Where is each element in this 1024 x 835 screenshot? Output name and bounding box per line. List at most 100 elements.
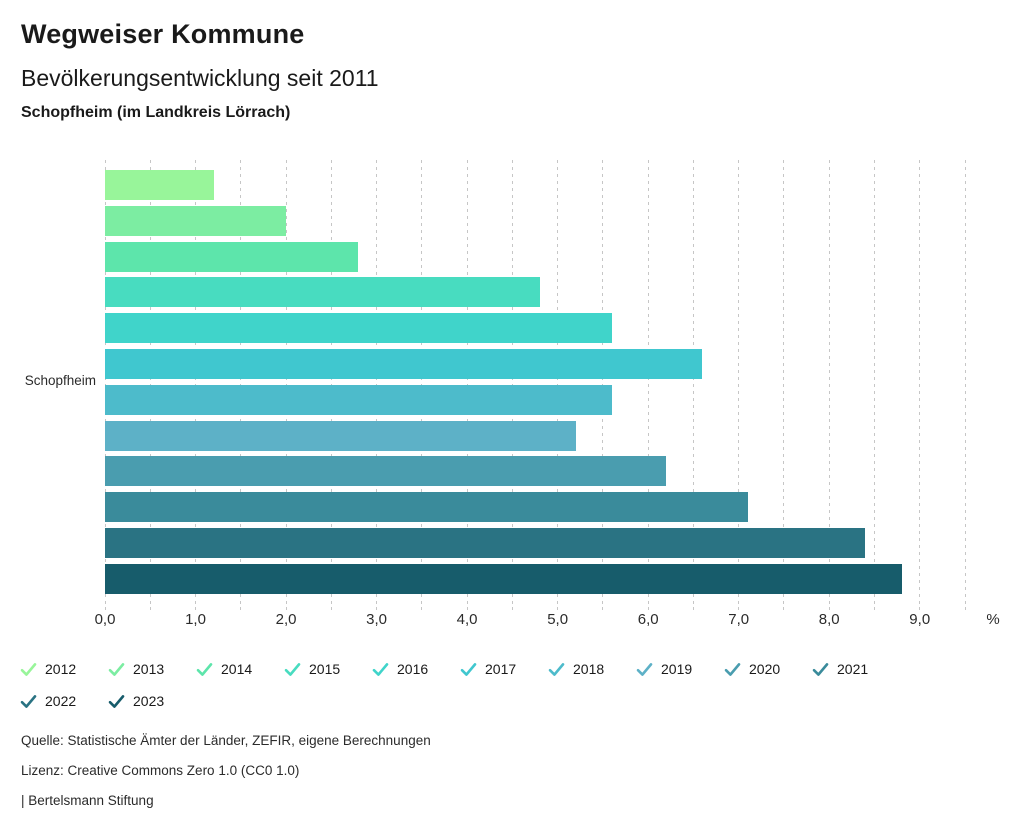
x-axis-tick <box>873 601 875 610</box>
x-axis-tick <box>511 601 513 610</box>
axis-unit-label: % <box>986 611 1000 628</box>
check-icon <box>812 662 829 677</box>
category-axis-label: Schopfheim <box>24 373 96 388</box>
x-axis-tick <box>692 601 694 610</box>
x-axis-tick <box>330 601 332 610</box>
legend-item-2019[interactable]: 2019 <box>636 653 724 685</box>
check-icon <box>724 662 741 677</box>
bar-2022[interactable] <box>105 528 866 558</box>
x-axis-tick <box>466 601 468 610</box>
legend-year-label: 2022 <box>45 693 77 709</box>
bar-2016[interactable] <box>105 313 612 344</box>
x-tick-label: 8,0 <box>818 611 840 628</box>
gridline <box>421 160 423 600</box>
check-icon <box>636 662 653 677</box>
gridline <box>195 160 197 600</box>
bar-2015[interactable] <box>105 277 540 308</box>
gridline <box>330 160 332 600</box>
legend-item-2012[interactable]: 2012 <box>20 653 108 685</box>
x-axis-tick <box>240 601 242 610</box>
gridline <box>964 160 966 600</box>
x-tick-label: 4,0 <box>456 611 478 628</box>
check-icon <box>108 694 125 709</box>
bar-2014[interactable] <box>105 241 359 272</box>
x-tick-label: 3,0 <box>366 611 388 628</box>
gridline <box>738 160 740 600</box>
bar-chart-plot-area <box>104 160 966 600</box>
gridline <box>873 160 875 600</box>
check-icon <box>548 662 565 677</box>
check-icon <box>20 662 37 677</box>
x-tick-label: 9,0 <box>909 611 931 628</box>
legend-year-label: 2013 <box>133 661 165 677</box>
legend-item-2023[interactable]: 2023 <box>108 685 196 717</box>
bar-2017[interactable] <box>105 349 703 379</box>
gridline <box>919 160 921 600</box>
region-title: Schopfheim (im Landkreis Lörrach) <box>21 104 291 121</box>
x-tick-label: 1,0 <box>185 611 206 628</box>
x-tick-label: 6,0 <box>637 611 659 628</box>
chart-title: Bevölkerungsentwicklung seit 2011 <box>21 65 379 91</box>
x-axis-tick <box>421 601 423 610</box>
bar-2012[interactable] <box>105 170 214 200</box>
legend-item-2016[interactable]: 2016 <box>372 653 460 685</box>
x-axis-tick <box>647 601 649 610</box>
legend-year-label: 2016 <box>397 661 429 677</box>
gridline <box>647 160 649 600</box>
gridline <box>466 160 468 600</box>
legend-item-2018[interactable]: 2018 <box>548 653 636 685</box>
legend-year-label: 2018 <box>573 661 605 677</box>
x-axis-tick <box>828 601 830 610</box>
app-title: Wegweiser Kommune <box>21 19 305 49</box>
x-axis: 0,0 1,0 2,0 3,0 4,0 5,0 6,0 7,0 8,0 9,0% <box>95 600 1024 636</box>
bar-2019[interactable] <box>105 420 576 451</box>
check-icon <box>196 662 213 677</box>
x-axis-tick <box>195 601 197 610</box>
gridline <box>783 160 785 600</box>
x-axis-tick <box>104 601 106 610</box>
check-icon <box>460 662 477 677</box>
x-axis-tick <box>783 601 785 610</box>
source-note: Quelle: Statistische Ämter der Länder, Z… <box>21 733 431 748</box>
x-axis-tick <box>285 601 287 610</box>
x-tick-label: 2,0 <box>275 611 297 628</box>
legend-item-2017[interactable]: 2017 <box>460 653 548 685</box>
gridline <box>376 160 378 600</box>
gridline <box>285 160 287 600</box>
bar-2020[interactable] <box>105 456 667 487</box>
bar-2018[interactable] <box>105 384 612 415</box>
legend-year-label: 2017 <box>485 661 517 677</box>
gridline <box>557 160 559 600</box>
legend-item-2015[interactable]: 2015 <box>284 653 372 685</box>
bar-2013[interactable] <box>105 205 287 236</box>
legend-year-label: 2023 <box>133 693 165 709</box>
x-axis-tick <box>376 601 378 610</box>
gridline <box>240 160 242 600</box>
legend-year-label: 2020 <box>749 661 781 677</box>
legend-item-2022[interactable]: 2022 <box>20 685 108 717</box>
attribution-note: | Bertelsmann Stiftung <box>21 793 154 808</box>
legend-item-2013[interactable]: 2013 <box>108 653 196 685</box>
legend-year-label: 2019 <box>661 661 693 677</box>
x-axis-tick <box>919 601 921 610</box>
gridline <box>692 160 694 600</box>
x-tick-label: 7,0 <box>728 611 750 628</box>
check-icon <box>20 694 37 709</box>
legend-year-label: 2014 <box>221 661 253 677</box>
gridline <box>511 160 513 600</box>
gridline <box>828 160 830 600</box>
x-axis-tick <box>149 601 151 610</box>
x-axis-tick <box>964 601 966 610</box>
legend-year-label: 2012 <box>45 661 77 677</box>
x-tick-label: 5,0 <box>547 611 569 628</box>
legend-item-2014[interactable]: 2014 <box>196 653 284 685</box>
bar-2023[interactable] <box>105 563 902 594</box>
check-icon <box>372 662 389 677</box>
gridline <box>149 160 151 600</box>
x-axis-tick <box>557 601 559 610</box>
legend-item-2021[interactable]: 2021 <box>812 653 900 685</box>
legend-item-2020[interactable]: 2020 <box>724 653 812 685</box>
bar-2021[interactable] <box>105 492 748 523</box>
gridline <box>602 160 604 600</box>
